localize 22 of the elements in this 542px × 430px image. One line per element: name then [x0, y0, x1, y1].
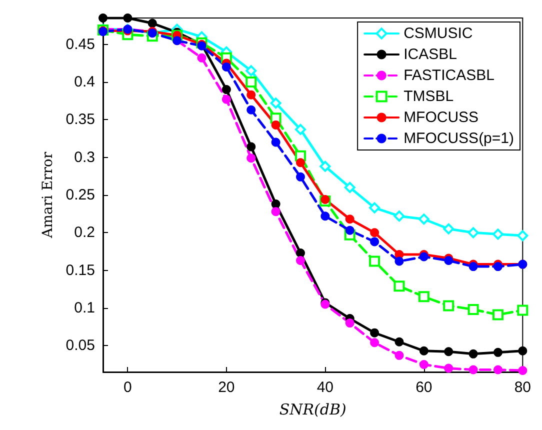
x-tick-label: 60: [416, 379, 432, 396]
y-tick-label: 0.35: [66, 111, 95, 128]
legend-label: ICASBL: [404, 46, 457, 63]
y-tick-label: 0.2: [74, 224, 95, 242]
legend-label: MFOCUSS: [404, 109, 479, 126]
y-tick-label: 0.25: [66, 186, 95, 204]
x-tick-label: 20: [218, 379, 235, 396]
x-axis-title: SNR(dB): [279, 400, 346, 418]
y-tick-label: 0.15: [66, 262, 95, 279]
y-tick-label: 0.3: [74, 148, 95, 166]
y-tick-label: 0.45: [66, 36, 95, 53]
legend-label: CSMUSIC: [404, 25, 473, 42]
y-axis-title: Amari Error: [40, 152, 56, 240]
y-tick-label: 0.05: [66, 337, 95, 354]
legend-label: FASTICASBL: [404, 67, 494, 84]
x-tick-label: 0: [124, 379, 132, 396]
legend-label: TMSBL: [404, 88, 454, 105]
legend-label: MFOCUSS(p=1): [404, 130, 514, 147]
x-tick-label: 40: [316, 379, 334, 396]
y-tick-label: 0.1: [74, 299, 95, 316]
x-tick-label: 80: [514, 379, 531, 396]
y-tick-label: 0.4: [74, 74, 95, 91]
